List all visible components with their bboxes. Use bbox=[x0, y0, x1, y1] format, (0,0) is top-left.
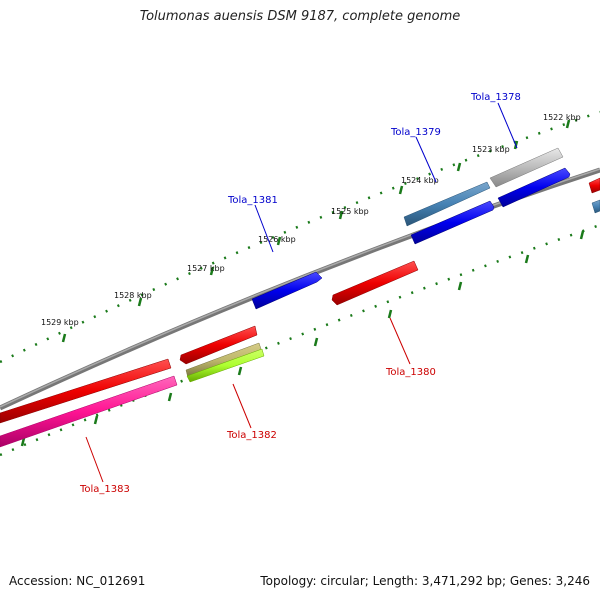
red-leader-lines bbox=[85, 317, 411, 483]
tick-label: 1528 kbp bbox=[114, 291, 152, 300]
gene-label-Tola_1381[interactable]: Tola_1381 bbox=[227, 195, 278, 206]
gene-label-Tola_1382[interactable]: Tola_1382 bbox=[226, 430, 277, 441]
accession-label: Accession: NC_012691 bbox=[9, 574, 146, 588]
tick-label: 1527 kbp bbox=[187, 264, 225, 273]
inner-major-ticks bbox=[20, 230, 585, 447]
feature-red-edge[interactable] bbox=[588, 177, 600, 194]
outer-tick-ring bbox=[0, 110, 600, 364]
tick-label: 1526 kbp bbox=[258, 235, 296, 244]
gene-Tola_1381[interactable] bbox=[251, 271, 323, 310]
tick-label: 1525 kbp bbox=[331, 207, 369, 216]
inner-tick-ring bbox=[0, 223, 600, 457]
gene-label-Tola_1380[interactable]: Tola_1380 bbox=[385, 367, 436, 378]
gene-Tola_1382[interactable] bbox=[179, 325, 258, 365]
blue-leader-lines bbox=[254, 102, 518, 253]
tick-label: 1522 kbp bbox=[543, 113, 581, 122]
gene-label-Tola_1378[interactable]: Tola_1378 bbox=[470, 92, 521, 103]
gene-label-Tola_1383[interactable]: Tola_1383 bbox=[79, 484, 130, 495]
gene-Tola_1380[interactable] bbox=[331, 260, 419, 306]
feature-gray[interactable] bbox=[489, 147, 564, 188]
feature-lime[interactable] bbox=[186, 348, 265, 383]
tick-label: 1523 kbp bbox=[472, 145, 510, 154]
gene-Tola_1378[interactable] bbox=[497, 167, 571, 208]
gene-Tola_1379[interactable] bbox=[410, 200, 495, 245]
map-title: Tolumonas auensis DSM 9187, complete gen… bbox=[139, 9, 461, 24]
gene-label-Tola_1379[interactable]: Tola_1379 bbox=[390, 127, 441, 138]
tick-label: 1524 kbp bbox=[401, 176, 439, 185]
feature-pink[interactable] bbox=[0, 375, 178, 448]
gene-Tola_1383[interactable] bbox=[0, 358, 172, 424]
feature-steelblue-edge[interactable] bbox=[591, 199, 600, 214]
tick-label: 1529 kbp bbox=[41, 318, 79, 327]
feature-steelblue[interactable] bbox=[403, 181, 491, 227]
topology-label: Topology: circular; Length: 3,471,292 bp… bbox=[260, 574, 590, 588]
